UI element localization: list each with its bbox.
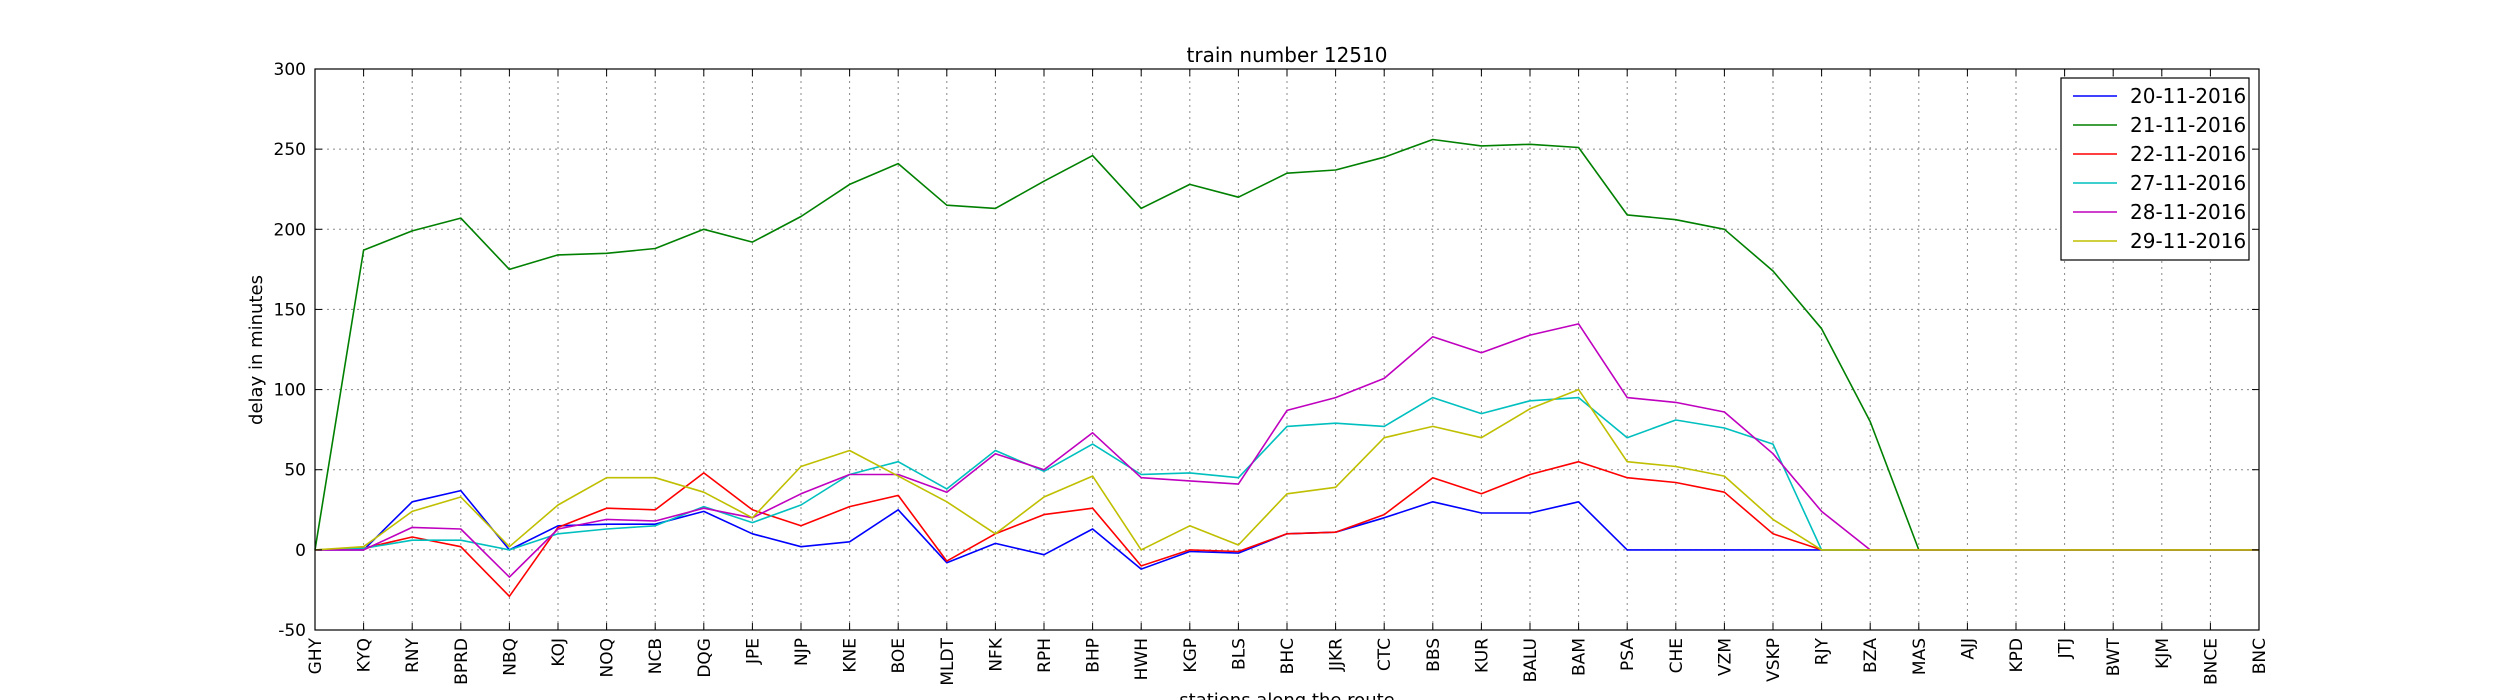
x-tick-label: BLS [1229, 638, 1249, 670]
x-tick-label: BOE [889, 638, 909, 674]
x-tick-label: RNY [403, 637, 423, 673]
y-axis-label: delay in minutes [246, 275, 267, 425]
legend-label: 22-11-2016 [2130, 142, 2246, 166]
axis-ticks: -50 0 50 100 150 200 250 300 GHY KYQ RNY BPRD NBQ KOJ… [274, 60, 2270, 686]
x-tick-label: BNC [2250, 638, 2270, 674]
x-tick-label: BNCE [2201, 638, 2221, 685]
x-tick-label: MLDT [938, 637, 958, 685]
x-tick-label: BHP [1084, 638, 1104, 673]
x-tick-label: KNE [841, 638, 861, 673]
x-tick-label: AJJ [1958, 638, 1978, 660]
x-tick-label: JJKR [1327, 638, 1347, 672]
x-tick-label: BPRD [452, 638, 472, 685]
legend-label: 21-11-2016 [2130, 113, 2246, 137]
x-tick-label: PSA [1618, 638, 1638, 671]
chart-title: train number 12510 [1187, 43, 1388, 67]
x-tick-label: KGP [1181, 638, 1201, 673]
x-tick-label: VSKP [1764, 638, 1784, 682]
x-tick-label: RPH [1035, 638, 1055, 673]
legend-label: 28-11-2016 [2130, 200, 2246, 224]
x-tick-label: NCB [646, 638, 666, 674]
x-tick-label: JPE [743, 638, 763, 665]
x-tick-label: NOQ [598, 638, 618, 677]
y-tick-label: 100 [274, 381, 306, 401]
x-tick-label: BHC [1278, 638, 1298, 674]
x-tick-label: RJY [1813, 637, 1833, 665]
series-line-29-11-2016 [314, 388, 2259, 551]
x-tick-label: KOJ [549, 638, 569, 667]
x-tick-label: JTJ [2056, 638, 2076, 659]
y-tick-label: 200 [274, 220, 306, 240]
x-tick-label: DQG [695, 638, 715, 678]
series-line-27-11-2016 [314, 396, 2259, 551]
x-tick-label: NJP [792, 638, 812, 666]
x-tick-label: BAM [1570, 638, 1590, 676]
x-axis-label: stations along the route [1179, 690, 1394, 700]
x-tick-label: NBQ [500, 638, 520, 676]
x-tick-label: VZM [1715, 638, 1735, 676]
x-tick-label: BBS [1424, 638, 1444, 672]
x-tick-label: BZA [1861, 638, 1881, 673]
x-tick-label: BALU [1521, 638, 1541, 682]
x-tick-label: CTC [1375, 638, 1395, 671]
legend-label: 20-11-2016 [2130, 84, 2246, 108]
legend-label: 29-11-2016 [2130, 229, 2246, 253]
x-tick-label: HWH [1132, 638, 1152, 680]
x-tick-label: KJM [2153, 638, 2173, 669]
y-tick-label: 250 [274, 140, 306, 160]
x-tick-label: NFK [986, 637, 1006, 671]
y-tick-label: 150 [274, 300, 306, 320]
legend-box [2060, 77, 2250, 261]
y-tick-label: -50 [278, 621, 306, 641]
series-lines [314, 138, 2259, 598]
grid [315, 69, 2259, 630]
series-line-28-11-2016 [315, 323, 2259, 578]
x-tick-label: BWT [2104, 637, 2124, 676]
legend: 20-11-2016 21-11-2016 22-11-2016 27-11-2016… [2060, 77, 2250, 261]
x-tick-label: KPD [2007, 638, 2027, 673]
legend-label: 27-11-2016 [2130, 171, 2246, 195]
y-tick-label: 300 [274, 60, 306, 80]
x-tick-label: CHE [1667, 638, 1687, 673]
y-tick-label: 0 [295, 541, 306, 561]
y-tick-label: 50 [284, 461, 306, 481]
x-tick-label: KYQ [355, 638, 375, 672]
x-tick-label: GHY [306, 637, 326, 674]
x-tick-label: KUR [1472, 638, 1492, 673]
x-tick-label: MAS [1910, 638, 1930, 675]
